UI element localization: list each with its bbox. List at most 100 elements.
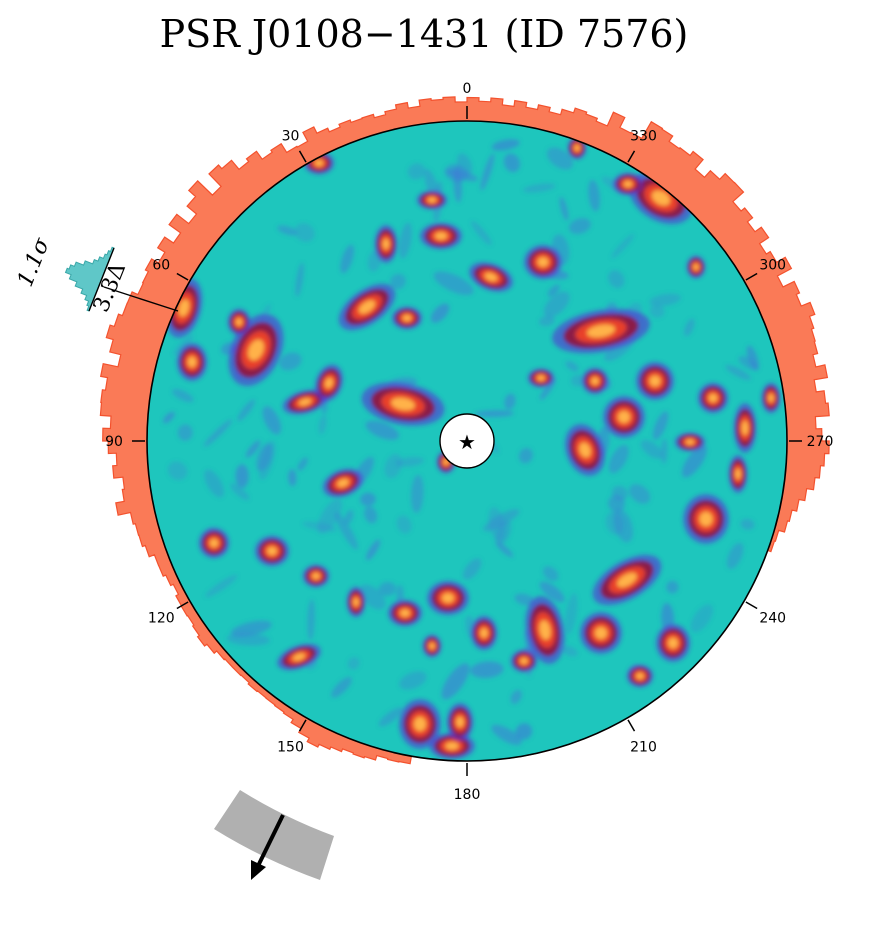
arrow-head <box>251 860 266 880</box>
faint-emission <box>456 153 473 177</box>
sigma-histogram-marker <box>103 286 179 312</box>
faint-emission <box>542 566 559 582</box>
arrow-icon <box>256 814 285 867</box>
hot-spot <box>651 190 671 206</box>
angle-label-210: 210 <box>630 740 657 756</box>
hot-spot <box>594 626 608 640</box>
angle-tick-210 <box>627 719 636 732</box>
faint-emission <box>571 374 585 387</box>
angle-label-120: 120 <box>148 611 175 627</box>
hot-spot <box>636 672 644 680</box>
hot-spot <box>434 232 448 240</box>
angle-label-300: 300 <box>759 258 786 274</box>
faint-emission <box>245 440 261 458</box>
faint-emission <box>364 506 378 524</box>
faint-emission <box>203 419 233 447</box>
faint-emission <box>611 485 628 501</box>
star-icon: ★ <box>458 430 476 454</box>
hot-spot <box>413 716 427 732</box>
hot-spot <box>480 628 488 638</box>
angle-label-330: 330 <box>630 128 657 144</box>
hot-spot <box>314 159 324 167</box>
faint-emission <box>684 318 695 337</box>
faint-emission <box>561 645 578 657</box>
hot-spot <box>586 324 616 338</box>
faint-emission <box>172 388 194 403</box>
hot-spot <box>520 657 528 665</box>
faint-emission <box>522 183 556 193</box>
hot-spot <box>427 197 437 203</box>
faint-emission <box>307 599 315 641</box>
hot-spot <box>537 257 549 267</box>
angle-tick-30 <box>298 150 307 163</box>
hot-spot <box>267 546 277 556</box>
hot-spot <box>685 439 695 445</box>
hot-spot <box>579 442 591 458</box>
faint-emission <box>360 492 376 507</box>
faint-emission <box>359 584 386 610</box>
faint-emission <box>629 484 651 504</box>
faint-emission <box>559 196 569 221</box>
faint-emission <box>681 444 708 478</box>
hot-spot <box>400 609 410 617</box>
angle-label-180: 180 <box>454 787 481 803</box>
hot-spot <box>617 410 631 424</box>
faint-emission <box>334 512 358 550</box>
faint-emission <box>588 179 600 212</box>
hot-spot <box>292 653 306 661</box>
hot-spot <box>402 314 412 322</box>
faint-emission <box>495 541 514 558</box>
disk-outline <box>146 120 788 762</box>
angle-tick-240 <box>745 601 758 610</box>
hot-spot <box>699 511 713 527</box>
faint-emission <box>491 139 520 151</box>
faint-emission <box>163 411 175 424</box>
faint-emission <box>167 461 188 480</box>
angle-tick-60 <box>176 272 189 281</box>
faint-emission <box>608 444 629 474</box>
faint-emission <box>173 334 194 356</box>
faint-emission <box>666 580 679 594</box>
faint-emission <box>539 377 557 401</box>
angle-tick-120 <box>176 601 189 610</box>
hot-spot <box>337 478 349 488</box>
hot-spot <box>178 299 190 317</box>
angle-label-30: 30 <box>282 128 300 144</box>
faint-emission <box>539 581 565 603</box>
sigma-histogram-baseline <box>88 247 115 312</box>
faint-emission <box>504 393 516 410</box>
faint-emission <box>344 509 354 525</box>
faint-emission <box>277 225 298 236</box>
faint-emission <box>378 582 397 596</box>
faint-emission <box>491 724 522 746</box>
faint-emission <box>411 474 424 513</box>
faint-emission <box>538 315 555 327</box>
faint-emission <box>395 457 425 467</box>
faint-emission <box>398 222 412 259</box>
faint-emission <box>294 223 315 242</box>
hot-spot <box>539 620 551 640</box>
hot-spot <box>649 375 661 387</box>
hot-spot <box>441 593 455 603</box>
hot-spot <box>537 375 545 381</box>
faint-emission <box>396 515 412 534</box>
faint-emission <box>649 304 665 318</box>
hot-spot <box>358 300 376 314</box>
faint-emission <box>510 689 522 704</box>
angle-label-240: 240 <box>759 611 786 627</box>
angle-label-150: 150 <box>277 740 304 756</box>
faint-emission <box>230 483 250 500</box>
hot-spot <box>574 144 580 152</box>
angle-tick-330 <box>627 150 636 163</box>
faint-emission <box>515 723 533 740</box>
faint-emission <box>470 661 504 678</box>
faint-emission <box>288 469 297 487</box>
hot-spot <box>591 377 599 385</box>
hot-spot <box>445 742 459 750</box>
angle-label-90: 90 <box>105 434 123 450</box>
faint-emission <box>740 518 755 530</box>
hot-spot <box>235 318 243 326</box>
faint-emission <box>258 440 276 480</box>
faint-emission <box>317 498 343 534</box>
